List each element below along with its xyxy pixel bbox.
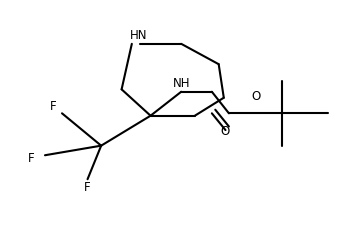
Text: F: F [84, 181, 91, 194]
Text: NH: NH [172, 77, 190, 90]
Text: HN: HN [130, 29, 147, 42]
Text: O: O [251, 90, 261, 103]
Text: O: O [221, 125, 230, 138]
Text: F: F [28, 152, 35, 165]
Text: F: F [50, 100, 57, 113]
